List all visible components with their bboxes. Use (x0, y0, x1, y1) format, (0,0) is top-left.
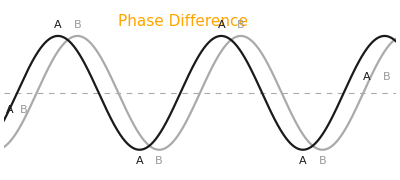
Text: B: B (319, 156, 326, 166)
Text: A: A (136, 156, 143, 166)
Text: B: B (155, 156, 163, 166)
Text: A: A (218, 20, 225, 30)
Text: Phase Difference: Phase Difference (118, 14, 248, 29)
Text: A: A (363, 72, 370, 82)
Text: B: B (74, 20, 81, 30)
Text: A: A (6, 105, 13, 115)
Text: A: A (54, 20, 62, 30)
Text: B: B (237, 20, 245, 30)
Text: B: B (382, 72, 390, 82)
Text: B: B (20, 105, 28, 115)
Text: A: A (299, 156, 307, 166)
